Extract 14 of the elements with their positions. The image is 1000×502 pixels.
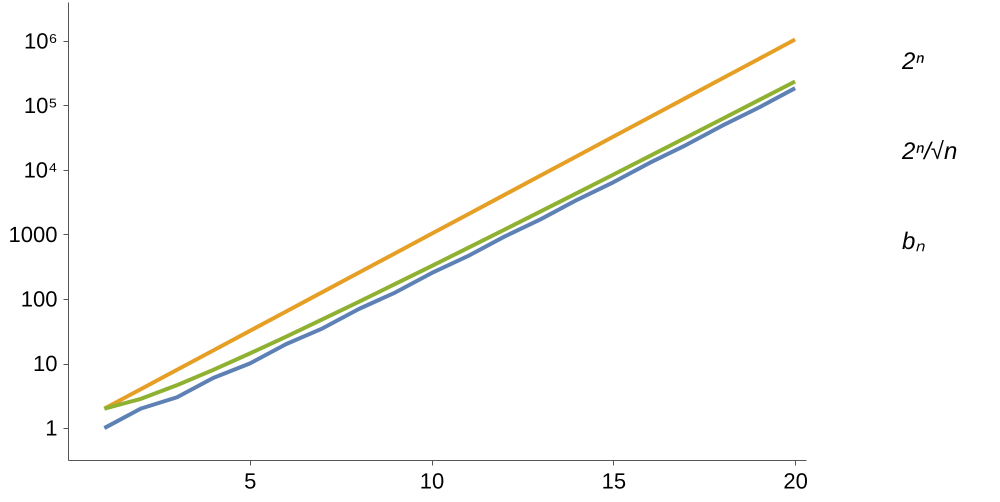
text: 2ⁿ/√n bbox=[901, 138, 958, 165]
x-tick-label: 20 bbox=[783, 468, 808, 494]
y-tick-label: 1 bbox=[45, 416, 58, 441]
x-tick-label: 5 bbox=[244, 468, 256, 494]
y-tick-label: 10⁴ bbox=[24, 157, 58, 182]
y-tick-label: 10⁵ bbox=[24, 92, 58, 118]
y-tick-label: 1000 bbox=[8, 222, 58, 247]
y-tick-label: 10 bbox=[33, 351, 58, 376]
x-tick-label: 15 bbox=[602, 468, 626, 494]
text: bₙ bbox=[902, 228, 926, 255]
text: 2ⁿ bbox=[901, 48, 924, 75]
y-tick-label: 10⁶ bbox=[24, 28, 58, 54]
y-tick-label: 100 bbox=[20, 286, 58, 312]
x-tick-label: 10 bbox=[420, 468, 444, 494]
